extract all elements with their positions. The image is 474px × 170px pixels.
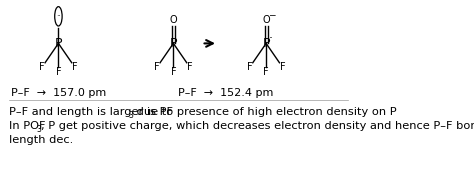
Text: F: F <box>280 62 285 72</box>
Text: 3: 3 <box>129 111 134 120</box>
Text: F: F <box>171 67 176 77</box>
Text: 3: 3 <box>37 125 42 134</box>
Text: O: O <box>262 15 270 25</box>
Text: P: P <box>170 37 177 50</box>
Text: , P get positive charge, which decreases electron density and hence P–F bond: , P get positive charge, which decreases… <box>41 121 474 131</box>
Text: O: O <box>170 15 177 25</box>
Text: F: F <box>247 62 253 72</box>
Text: F: F <box>187 62 192 72</box>
Text: F: F <box>264 67 269 77</box>
Text: F: F <box>55 67 61 77</box>
Text: F: F <box>154 62 160 72</box>
Text: P: P <box>263 37 270 50</box>
Text: length dec.: length dec. <box>9 135 73 145</box>
Text: In POF: In POF <box>9 121 45 131</box>
Text: ·: · <box>269 32 273 45</box>
Text: ··: ·· <box>56 12 61 21</box>
Text: P–F  →  157.0 pm: P–F → 157.0 pm <box>11 88 106 98</box>
Text: F: F <box>72 62 78 72</box>
Text: P–F  →  152.4 pm: P–F → 152.4 pm <box>178 88 273 98</box>
Text: P–F and length is larger is PF: P–F and length is larger is PF <box>9 107 173 117</box>
Text: −: − <box>267 10 275 19</box>
Text: F: F <box>39 62 45 72</box>
Text: P: P <box>55 37 62 50</box>
Text: due to presence of high electron density on P: due to presence of high electron density… <box>133 107 396 117</box>
